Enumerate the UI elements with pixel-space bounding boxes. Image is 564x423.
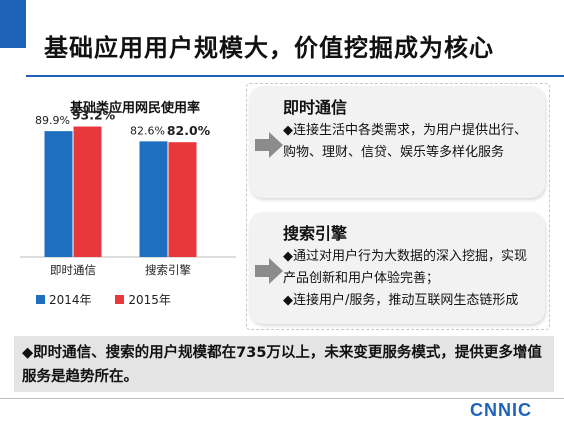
cnnic-logo: CNNIC: [470, 400, 532, 420]
bar-2014-1: [139, 141, 168, 257]
corner-accent-bar: [0, 0, 26, 48]
box-heading-search: 搜索引擎: [283, 224, 348, 243]
x-tick-label-1: 搜索引擎: [145, 263, 191, 277]
insight-box-search: 搜索引擎 ◆通过对用户行为大数据的深入挖掘，实现产品创新和用户体验完善； ◆连接…: [249, 212, 545, 324]
legend-label-2015: 2015年: [128, 293, 171, 307]
bar-2015-0: [73, 126, 102, 258]
box-text-search: ◆通过对用户行为大数据的深入挖掘，实现产品创新和用户体验完善； ◆连接用户/服务…: [283, 246, 537, 312]
bar-2015-1: [168, 142, 197, 257]
box-text-search-line2: ◆连接用户/服务，推动互联网生态链形成: [283, 293, 519, 308]
data-label-2014-1: 82.6%: [130, 124, 165, 137]
gray-arrow-icon: [255, 258, 283, 284]
legend-item-2015: 2015年: [115, 291, 171, 308]
chart-title: 基础类应用网民使用率: [69, 101, 200, 116]
legend-swatch-2014: [36, 295, 45, 304]
x-tick-label-0: 即时通信: [50, 263, 96, 277]
summary-banner: [14, 336, 554, 392]
box-heading-im: 即时通信: [283, 98, 348, 117]
insight-panel: [246, 83, 550, 330]
data-label-2015-1: 82.0%: [167, 123, 211, 138]
chart-legend: 2014年 2015年: [36, 291, 191, 308]
title-divider: [26, 75, 564, 77]
legend-swatch-2015: [115, 295, 125, 304]
box-text-search-line1: ◆通过对用户行为大数据的深入挖掘，实现产品创新和用户体验完善；: [283, 249, 527, 286]
gray-arrow-icon: [255, 132, 283, 158]
summary-text: ◆即时通信、搜索的用户规模都在735万以上，未来变更服务模式，提供更多增值服务是…: [22, 345, 542, 385]
data-label-2014-0: 89.9%: [35, 114, 70, 127]
insight-box-im: 即时通信 ◆连接生活中各类需求，为用户提供出行、购物、理财、信贷、娱乐等多样化服…: [249, 86, 545, 198]
bar-chart: 89.9% 93.2% 即时通信 82.6% 82.0% 搜索引擎: [20, 108, 236, 277]
footer-divider: [0, 398, 564, 399]
legend-label-2014: 2014年: [49, 293, 92, 307]
bar-2014-0: [44, 131, 73, 257]
box-text-im: ◆连接生活中各类需求，为用户提供出行、购物、理财、信贷、娱乐等多样化服务: [283, 123, 527, 160]
page-title: 基础应用用户规模大，价值挖掘成为核心: [44, 34, 494, 62]
data-label-2015-0: 93.2%: [72, 108, 116, 123]
legend-item-2014: 2014年: [36, 291, 92, 308]
